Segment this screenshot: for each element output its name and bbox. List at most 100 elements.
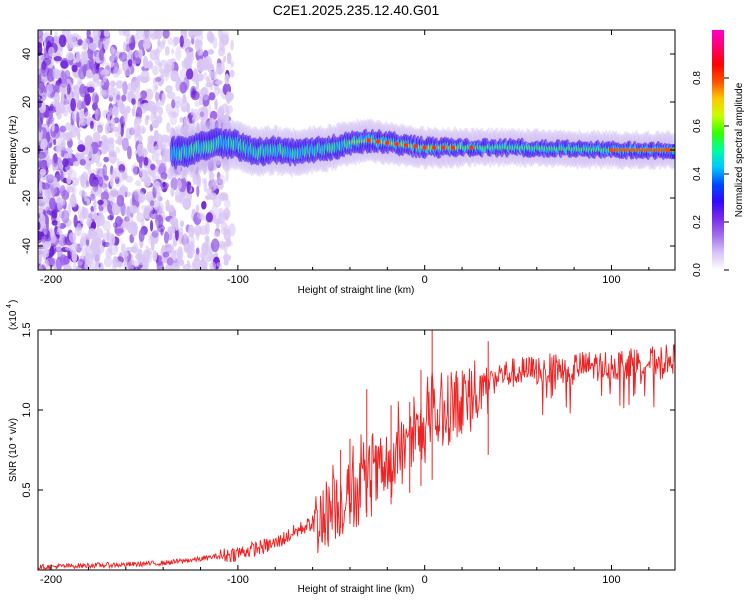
noise-blob <box>175 46 182 61</box>
noise-blob <box>207 158 214 172</box>
noise-blob <box>154 91 160 102</box>
noise-blob <box>100 191 110 201</box>
noise-blob <box>40 213 46 228</box>
noise-blob <box>63 264 72 270</box>
noise-blob <box>177 180 182 190</box>
noise-blob <box>122 111 128 124</box>
noise-blob <box>109 107 114 116</box>
noise-blob <box>201 86 210 101</box>
noise-blob <box>92 131 101 143</box>
noise-blob <box>53 138 57 146</box>
noise-blob <box>142 30 151 41</box>
ridge-peak <box>638 148 641 152</box>
noise-blob <box>103 30 110 37</box>
noise-blob <box>110 234 116 246</box>
noise-blob <box>73 90 79 101</box>
y-scale-factor-exponent: 4 <box>6 304 13 308</box>
noise-blob <box>74 98 83 110</box>
noise-blob <box>194 253 200 261</box>
noise-blob <box>66 164 71 171</box>
noise-blob <box>120 108 129 116</box>
noise-blob <box>197 107 206 120</box>
noise-blob <box>60 170 64 183</box>
noise-blob <box>95 251 101 266</box>
noise-blob <box>53 56 62 62</box>
ridge-peak <box>618 148 622 152</box>
noise-blob <box>59 78 68 88</box>
noise-blob <box>115 146 121 154</box>
noise-blob <box>223 55 227 63</box>
noise-blob <box>152 250 158 262</box>
noise-blob <box>167 226 176 235</box>
noise-blob <box>206 250 213 263</box>
snr-frame <box>37 329 676 571</box>
noise-blob <box>152 65 159 76</box>
noise-blob <box>206 30 214 42</box>
noise-blob <box>83 209 87 217</box>
noise-blob <box>80 109 85 124</box>
noise-blob <box>204 256 213 262</box>
noise-blob <box>190 248 196 255</box>
noise-blob <box>66 175 72 185</box>
noise-blob <box>51 121 55 132</box>
noise-blob <box>138 134 143 144</box>
noise-blob <box>92 30 101 39</box>
noise-blob <box>138 195 143 205</box>
bottom-y-axis: 0.5 1.0 1.5 <box>21 322 675 498</box>
noise-blob <box>60 100 65 114</box>
noise-blob <box>209 261 217 270</box>
noise-blob <box>122 137 129 151</box>
noise-blob <box>183 232 188 239</box>
noise-blob <box>58 34 67 48</box>
noise-blob <box>194 30 203 37</box>
ridge-peak <box>375 139 381 144</box>
noise-blob <box>132 166 140 175</box>
x-tick-label: -100 <box>227 274 249 286</box>
noise-blob <box>173 168 179 177</box>
noise-blob <box>112 222 118 228</box>
y-scale-factor-close: ) <box>8 300 19 303</box>
noise-blob <box>39 197 49 204</box>
y-scale-factor: (x10 4 ) <box>6 300 19 330</box>
noise-blob <box>224 251 228 259</box>
noise-blob <box>117 122 121 136</box>
noise-blob <box>138 157 143 169</box>
noise-blob <box>83 191 88 202</box>
noise-blob <box>135 106 143 120</box>
top-y-axis: -40 -20 0 20 40 <box>21 48 675 254</box>
noise-blob <box>167 110 177 119</box>
noise-blob <box>52 68 56 79</box>
ridge-peak <box>657 148 661 152</box>
noise-blob <box>84 92 91 106</box>
noise-blob <box>125 43 131 53</box>
noise-blob <box>89 120 94 130</box>
noise-blob <box>85 180 90 188</box>
ridge-peak <box>635 148 639 152</box>
noise-blob <box>186 181 191 193</box>
noise-blob <box>55 142 60 155</box>
noise-blob <box>194 224 202 237</box>
noise-blob <box>88 42 97 51</box>
noise-blob <box>205 212 213 223</box>
noise-blob <box>86 217 93 227</box>
noise-blob <box>160 228 164 236</box>
noise-blob <box>162 68 171 78</box>
noise-blob <box>74 72 79 79</box>
noise-blob <box>133 266 141 270</box>
noise-blob <box>118 163 126 173</box>
noise-blob <box>130 245 138 253</box>
noise-blob <box>57 220 61 228</box>
noise-blob <box>129 127 135 136</box>
noise-blob <box>167 37 174 46</box>
noise-blob <box>192 174 201 186</box>
noise-blob <box>204 235 210 243</box>
noise-blob <box>43 226 48 236</box>
noise-blob <box>144 88 154 101</box>
noise-blob <box>102 75 107 83</box>
noise-blob <box>150 163 156 171</box>
noise-blob <box>183 55 192 70</box>
noise-blob <box>61 88 65 103</box>
noise-blob <box>208 70 217 79</box>
x-tick-label: 0 <box>422 574 428 586</box>
noise-blob <box>84 135 93 146</box>
